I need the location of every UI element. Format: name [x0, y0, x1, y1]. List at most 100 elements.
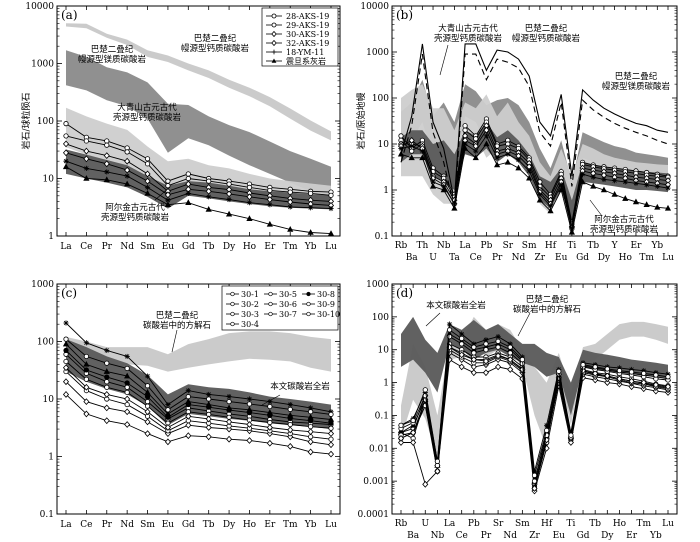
data-point: [206, 178, 212, 184]
annotation-leader: [154, 186, 171, 201]
data-point: [328, 409, 334, 415]
x-category-label: Lu: [325, 242, 337, 252]
data-point: [63, 358, 69, 365]
data-point: [526, 174, 533, 181]
series-line-30-4: [65, 381, 332, 446]
x-category-label: Pb: [481, 241, 493, 251]
data-point: [327, 430, 335, 438]
data-point: [63, 121, 69, 127]
data-point: [640, 379, 647, 386]
annotation-a-3-line: 壳源型钙质碳酸岩: [101, 212, 170, 223]
legend-marker: [268, 291, 273, 297]
data-point: [446, 334, 453, 340]
data-point: [308, 424, 314, 430]
data-point: [451, 201, 457, 207]
data-point: [328, 420, 334, 426]
data-point: [507, 341, 513, 347]
data-point: [558, 186, 565, 193]
legend-marker: [271, 58, 277, 63]
data-point: [507, 344, 513, 350]
data-point: [622, 179, 628, 185]
x-category-label: Zr: [529, 531, 540, 541]
data-point: [226, 196, 232, 203]
data-point: [205, 187, 212, 195]
data-point: [103, 404, 110, 412]
data-point: [616, 365, 623, 371]
x-category-label: Gd: [576, 253, 589, 263]
x-category-label: Hf: [545, 241, 557, 251]
series-line-30-10: [65, 338, 332, 415]
legend-marker: [271, 49, 277, 55]
data-point: [590, 182, 597, 189]
data-point: [185, 412, 192, 420]
data-point: [398, 145, 404, 152]
data-point: [429, 182, 437, 189]
legend-label: 30-2: [241, 300, 259, 309]
x-category-label: La: [459, 241, 471, 251]
data-point: [473, 148, 479, 154]
annotation-a-3: 阿尔金古元古代壳源型钙质碳酸岩: [101, 202, 170, 223]
data-point: [83, 353, 89, 360]
annotation-b-2: 巴楚二叠纪幔源型镁质碳酸岩: [602, 71, 671, 92]
data-point: [519, 357, 525, 363]
band-dark: [66, 149, 331, 210]
data-point: [124, 180, 131, 187]
legend-label: 震旦系灰岩: [286, 56, 326, 66]
x-category-label: Y: [611, 241, 619, 251]
panel-c: 0.1 1 10 100 1000 La Ce Pr Nd Sm Eu Gd Tb Dy Ho Er Tm Yb L…: [31, 280, 341, 530]
data-point: [446, 327, 453, 333]
x-category-label: Rb: [395, 519, 408, 529]
data-point: [580, 362, 586, 368]
data-point: [206, 194, 212, 200]
data-point: [470, 369, 477, 377]
x-category-label: Ce: [80, 520, 92, 530]
data-point: [144, 161, 151, 167]
data-point: [628, 369, 635, 375]
legend-label: 30-4: [241, 320, 259, 329]
data-point: [246, 396, 253, 402]
legend-marker: [271, 22, 277, 28]
y-axis-title: 岩石/原始地幔: [355, 92, 367, 149]
annotation-d-1-line: 碳酸岩中的方解石: [513, 304, 581, 315]
x-category-label: Ho: [613, 519, 626, 529]
data-point: [422, 480, 429, 488]
data-point: [434, 467, 441, 475]
data-point: [63, 133, 69, 139]
annotation-c-0: 巴楚二叠纪碳酸岩中的方解石: [143, 310, 211, 331]
data-point: [434, 458, 441, 464]
annotation-b-1-line: 巴楚二叠纪: [525, 23, 568, 34]
x-category-label: Tb: [203, 242, 215, 252]
data-point: [104, 142, 110, 148]
data-point: [495, 352, 502, 360]
legend-marker: [230, 291, 235, 297]
legend-marker: [230, 321, 235, 327]
data-point: [205, 424, 212, 431]
data-point: [592, 370, 599, 377]
annotation-d-1: 巴楚二叠纪碳酸岩中的方解石: [513, 294, 581, 315]
data-point: [579, 171, 586, 177]
x-category-label: Gd: [182, 242, 195, 252]
annotation-a-3-line: 阿尔金古元古代: [105, 202, 165, 213]
data-point: [543, 436, 550, 444]
data-point: [568, 432, 574, 438]
data-point: [124, 395, 131, 403]
data-point: [62, 340, 70, 347]
data-point: [124, 408, 131, 416]
band-mid: [66, 50, 331, 198]
data-point: [526, 168, 532, 174]
legend-marker: [306, 311, 311, 317]
data-point: [495, 363, 502, 371]
x-category-label: Eu: [555, 253, 568, 263]
data-point: [83, 398, 90, 406]
data-point: [103, 417, 110, 425]
data-point: [164, 201, 172, 208]
data-point: [144, 156, 151, 162]
data-point: [267, 187, 273, 194]
data-point: [226, 394, 232, 400]
data-point: [226, 181, 232, 187]
data-point: [185, 171, 191, 177]
data-point: [104, 347, 110, 354]
legend-marker: [268, 311, 273, 317]
